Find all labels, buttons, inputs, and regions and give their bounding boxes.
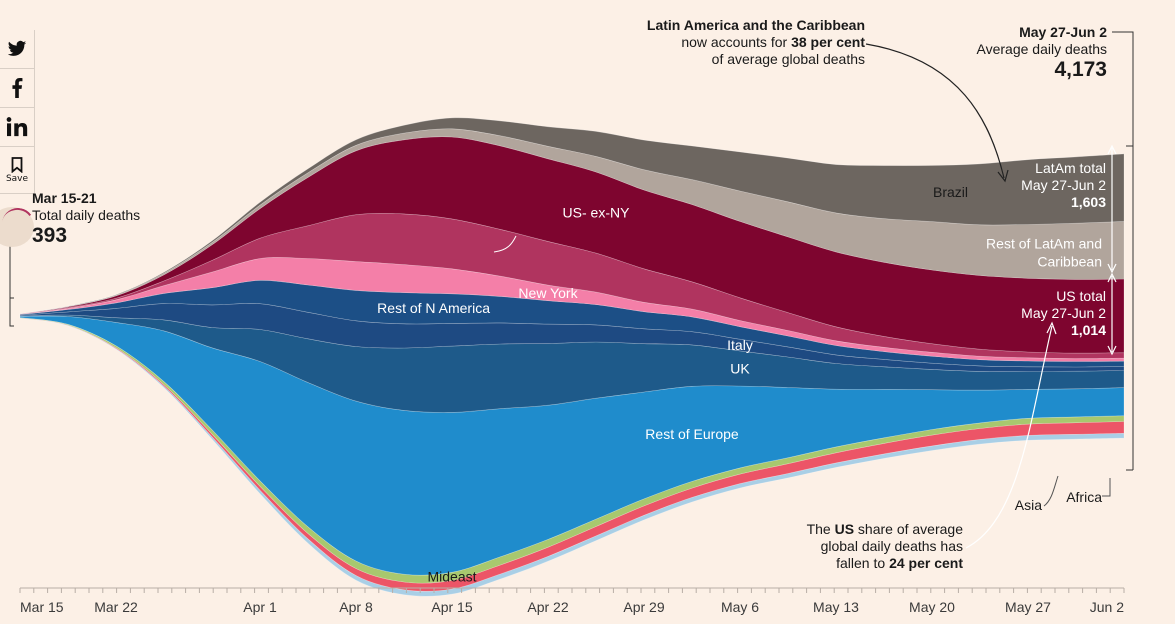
us-total-l2: May 27-Jun 2 bbox=[1021, 305, 1106, 321]
save-button[interactable]: Save bbox=[0, 147, 35, 194]
end-label: Average daily deaths bbox=[976, 41, 1108, 57]
end-bracket bbox=[1112, 31, 1134, 470]
us-note-line1b: US bbox=[834, 521, 855, 537]
latam-note-line2a: now accounts for bbox=[681, 34, 792, 50]
x-tick-label: Apr 15 bbox=[431, 599, 472, 615]
end-period: May 27-Jun 2 bbox=[1019, 24, 1107, 40]
series-new-york bbox=[19, 257, 1125, 362]
facebook-share-button[interactable] bbox=[0, 69, 35, 108]
series-label: Rest of LatAm and bbox=[986, 235, 1102, 251]
series-label: UK bbox=[730, 360, 750, 376]
x-tick-label: Jun 2 bbox=[1090, 599, 1124, 615]
end-bracket-bottom bbox=[1126, 145, 1133, 471]
x-tick-label: May 6 bbox=[721, 599, 759, 615]
latam-callout-arrow bbox=[865, 43, 1005, 179]
start-label: Total daily deaths bbox=[32, 207, 141, 223]
latam-note-line2b: 38 per cent bbox=[791, 34, 865, 50]
africa-leader bbox=[1102, 478, 1111, 497]
latam-total-l2: May 27-Jun 2 bbox=[1021, 177, 1106, 193]
us-note-line3a: fallen to bbox=[836, 555, 890, 571]
latam-annotation: Latin America and the Caribbean now acco… bbox=[647, 17, 865, 68]
series-label: US- ex-NY bbox=[563, 205, 631, 221]
us-total-l3: 1,014 bbox=[1070, 322, 1106, 338]
linkedin-icon bbox=[6, 117, 28, 137]
facebook-icon bbox=[12, 78, 23, 98]
series-label: Rest of N America bbox=[377, 300, 490, 316]
end-annotation: May 27-Jun 2 Average daily deaths 4,173 bbox=[977, 24, 1108, 82]
series-label: New York bbox=[518, 285, 578, 301]
twitter-share-button[interactable] bbox=[0, 30, 35, 69]
linkedin-share-button[interactable] bbox=[0, 108, 35, 147]
series-us-ex-ny bbox=[19, 136, 1125, 354]
series-label: Mideast bbox=[427, 568, 476, 584]
latam-arrow-heads bbox=[1107, 144, 1117, 274]
us-total-l1: US total bbox=[1056, 288, 1106, 304]
series-label: Rest of Europe bbox=[645, 426, 739, 442]
us-total-label: US total May 27-Jun 2 1,014 bbox=[1021, 288, 1106, 339]
bookmark-icon bbox=[11, 156, 23, 173]
x-tick-label: Mar 15 bbox=[20, 599, 64, 615]
latam-total-l1: LatAm total bbox=[1035, 160, 1106, 176]
start-value: 393 bbox=[32, 224, 68, 247]
series-italy bbox=[19, 303, 1125, 372]
start-bracket bbox=[9, 297, 14, 327]
series-label: Italy bbox=[727, 337, 753, 353]
x-tick-label: Apr 1 bbox=[243, 599, 277, 615]
latam-note-heading: Latin America and the Caribbean bbox=[646, 17, 865, 33]
latam-note-line3: of average global deaths bbox=[711, 51, 865, 67]
x-tick-label: May 13 bbox=[813, 599, 859, 615]
x-tick-label: Mar 22 bbox=[94, 599, 138, 615]
series-label: Caribbean bbox=[1037, 253, 1102, 269]
us-note-line2: global daily deaths has bbox=[820, 538, 963, 554]
x-axis: Mar 15 Mar 22 Apr 1 Apr 8 Apr 15 Apr 22 Apr 29… bbox=[19, 587, 1125, 615]
x-tick-label: Apr 29 bbox=[623, 599, 664, 615]
series-uk bbox=[19, 314, 1125, 413]
rest-n-america-leader bbox=[493, 235, 517, 253]
start-annotation: Mar 15-21 Total daily deaths 393 bbox=[32, 190, 140, 248]
twitter-icon bbox=[7, 40, 27, 56]
series-rest-of-n-america-tail- bbox=[19, 212, 1125, 359]
x-tick-label: May 20 bbox=[909, 599, 955, 615]
latam-total-label: LatAm total May 27-Jun 2 1,603 bbox=[1021, 160, 1106, 211]
us-note-line3b: 24 per cent bbox=[889, 555, 963, 571]
series-label: Brazil bbox=[933, 184, 968, 200]
us-callout-arrow bbox=[965, 325, 1053, 549]
latam-total-l3: 1,603 bbox=[1070, 194, 1106, 210]
us-annotation: The US share of average global daily dea… bbox=[807, 521, 963, 572]
series-label: Asia bbox=[1015, 497, 1042, 513]
start-period: Mar 15-21 bbox=[32, 190, 97, 206]
us-note-line1c: share of average bbox=[854, 521, 963, 537]
us-arrow-heads bbox=[1107, 272, 1117, 356]
x-tick-label: Apr 8 bbox=[339, 599, 373, 615]
x-tick-label: May 27 bbox=[1005, 599, 1051, 615]
series-label: Africa bbox=[1066, 489, 1102, 505]
end-value: 4,173 bbox=[1054, 58, 1107, 81]
series-brazil bbox=[19, 117, 1125, 315]
avatar-circle bbox=[0, 207, 34, 247]
x-tick-label: Apr 22 bbox=[527, 599, 568, 615]
asia-leader bbox=[1043, 475, 1059, 507]
save-label: Save bbox=[5, 173, 29, 184]
us-note-line1a: The bbox=[806, 521, 835, 537]
